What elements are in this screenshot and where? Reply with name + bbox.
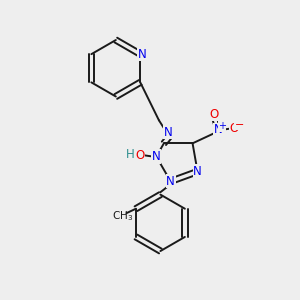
Text: +: + <box>218 122 226 131</box>
Text: N: N <box>193 165 202 178</box>
Text: O: O <box>230 122 239 135</box>
Text: N: N <box>152 150 161 163</box>
Text: −: − <box>235 120 244 130</box>
Text: O: O <box>210 108 219 121</box>
Text: CH$_3$: CH$_3$ <box>112 209 133 223</box>
Text: N: N <box>166 175 175 188</box>
Text: H: H <box>126 148 135 161</box>
Text: O: O <box>135 148 145 161</box>
Text: N: N <box>164 126 172 139</box>
Text: N: N <box>137 48 146 61</box>
Text: N: N <box>214 124 222 136</box>
